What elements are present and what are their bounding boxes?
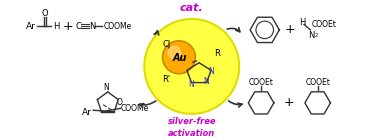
Text: Au: Au: [173, 53, 187, 63]
Text: COOEt: COOEt: [311, 20, 336, 29]
Text: +: +: [283, 96, 294, 109]
Text: N: N: [189, 80, 194, 89]
Text: silver-free
activation: silver-free activation: [167, 117, 216, 138]
Text: N: N: [90, 22, 96, 31]
Text: COOMe: COOMe: [103, 22, 132, 31]
Circle shape: [168, 46, 181, 59]
Ellipse shape: [165, 42, 191, 58]
Text: N: N: [204, 77, 209, 86]
Text: $_2$: $_2$: [314, 31, 319, 40]
Text: C: C: [76, 22, 82, 31]
Circle shape: [144, 19, 239, 114]
Text: R': R': [162, 75, 170, 84]
Text: COOMe: COOMe: [121, 104, 149, 113]
Text: O: O: [42, 9, 48, 18]
Text: R: R: [214, 49, 220, 58]
Text: N: N: [308, 31, 315, 40]
Text: +: +: [62, 20, 73, 33]
Text: N: N: [208, 67, 214, 76]
Text: Ar: Ar: [26, 22, 36, 31]
FancyArrowPatch shape: [154, 31, 159, 35]
Text: COOEt: COOEt: [249, 78, 274, 87]
Text: O: O: [117, 98, 123, 107]
Text: H: H: [299, 18, 306, 27]
Text: N: N: [103, 83, 109, 92]
Text: Cl: Cl: [162, 40, 170, 49]
Text: cat.: cat.: [180, 4, 204, 13]
FancyArrowPatch shape: [229, 101, 242, 107]
Text: +: +: [285, 23, 296, 36]
Circle shape: [163, 41, 195, 74]
Text: H: H: [53, 22, 59, 31]
Text: COOEt: COOEt: [305, 78, 330, 87]
FancyArrowPatch shape: [139, 101, 156, 107]
FancyArrowPatch shape: [227, 28, 240, 32]
Text: Ar: Ar: [82, 108, 91, 116]
